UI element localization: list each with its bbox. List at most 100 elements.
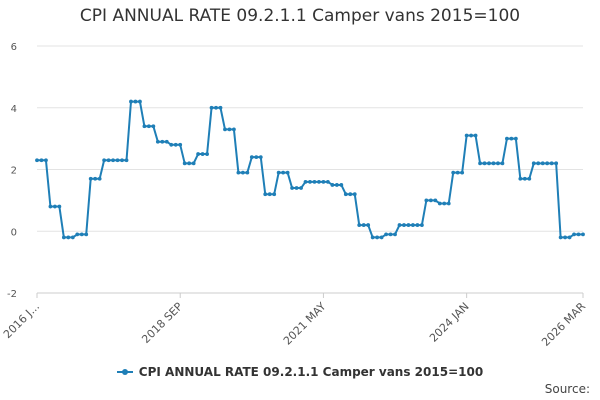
data-point[interactable] — [205, 152, 209, 156]
data-point[interactable] — [200, 152, 205, 156]
data-point[interactable] — [245, 170, 250, 175]
data-point[interactable] — [57, 204, 62, 209]
data-point[interactable] — [549, 161, 554, 166]
data-point[interactable] — [326, 179, 330, 184]
data-point[interactable] — [120, 158, 124, 163]
data-point[interactable] — [473, 133, 478, 138]
data-point[interactable] — [491, 161, 496, 166]
data-point[interactable] — [545, 161, 550, 166]
data-point[interactable] — [39, 158, 44, 163]
data-point[interactable] — [303, 179, 308, 184]
data-point[interactable] — [254, 155, 259, 160]
data-point[interactable] — [218, 105, 223, 110]
data-point[interactable] — [558, 235, 563, 240]
data-point[interactable] — [366, 223, 371, 227]
data-point[interactable] — [419, 223, 424, 227]
data-point[interactable] — [299, 186, 303, 190]
data-point[interactable] — [442, 201, 447, 206]
data-point[interactable] — [415, 223, 420, 227]
data-point[interactable] — [209, 105, 214, 110]
data-point[interactable] — [129, 99, 133, 104]
data-point[interactable] — [308, 179, 312, 184]
data-point[interactable] — [576, 232, 581, 237]
data-point[interactable] — [460, 170, 465, 175]
data-point[interactable] — [361, 223, 366, 227]
data-point[interactable] — [102, 158, 107, 163]
data-point[interactable] — [348, 192, 353, 197]
data-point[interactable] — [334, 183, 339, 187]
data-point[interactable] — [451, 170, 456, 175]
data-point[interactable] — [276, 170, 281, 175]
data-point[interactable] — [478, 161, 482, 166]
data-point[interactable] — [572, 232, 576, 237]
data-point[interactable] — [66, 235, 71, 240]
data-point[interactable] — [173, 142, 178, 147]
data-point[interactable] — [513, 136, 518, 141]
data-point[interactable] — [93, 176, 98, 181]
data-point[interactable] — [540, 161, 545, 166]
data-point[interactable] — [75, 232, 80, 237]
data-point[interactable] — [70, 235, 75, 240]
data-point[interactable] — [357, 223, 362, 227]
data-point[interactable] — [393, 232, 397, 237]
data-point[interactable] — [402, 223, 406, 227]
data-point[interactable] — [411, 223, 415, 227]
data-point[interactable] — [272, 192, 277, 197]
data-point[interactable] — [164, 139, 169, 144]
data-point[interactable] — [437, 201, 442, 206]
data-point[interactable] — [44, 158, 48, 163]
data-point[interactable] — [48, 204, 53, 209]
data-point[interactable] — [146, 124, 151, 129]
data-point[interactable] — [406, 223, 411, 227]
data-point[interactable] — [236, 170, 241, 175]
legend[interactable]: CPI ANNUAL RATE 09.2.1.1 Camper vans 201… — [0, 365, 600, 379]
data-point[interactable] — [160, 139, 165, 144]
data-point[interactable] — [339, 183, 344, 187]
data-point[interactable] — [464, 133, 469, 138]
data-point[interactable] — [187, 161, 192, 166]
data-point[interactable] — [267, 192, 272, 197]
data-point[interactable] — [581, 232, 585, 237]
data-point[interactable] — [433, 198, 438, 203]
data-point[interactable] — [84, 232, 89, 237]
data-point[interactable] — [330, 183, 335, 187]
data-point[interactable] — [53, 204, 57, 209]
data-point[interactable] — [487, 161, 491, 166]
data-point[interactable] — [567, 235, 572, 240]
data-point[interactable] — [428, 198, 433, 203]
data-point[interactable] — [370, 235, 375, 240]
data-point[interactable] — [505, 136, 509, 141]
data-point[interactable] — [263, 192, 268, 197]
data-point[interactable] — [227, 127, 232, 132]
data-point[interactable] — [111, 158, 115, 163]
data-point[interactable] — [424, 198, 429, 203]
data-point[interactable] — [469, 133, 474, 138]
data-point[interactable] — [169, 142, 174, 147]
data-point[interactable] — [446, 201, 451, 206]
data-point[interactable] — [138, 99, 142, 104]
data-point[interactable] — [285, 170, 290, 175]
data-point[interactable] — [536, 161, 541, 166]
data-point[interactable] — [88, 176, 93, 181]
data-point[interactable] — [554, 161, 559, 166]
data-point[interactable] — [531, 161, 536, 166]
data-point[interactable] — [61, 235, 66, 240]
data-point[interactable] — [496, 161, 500, 166]
data-point[interactable] — [249, 155, 254, 160]
data-point[interactable] — [240, 170, 245, 175]
data-point[interactable] — [133, 99, 138, 104]
data-point[interactable] — [294, 186, 299, 190]
data-point[interactable] — [518, 176, 523, 181]
data-point[interactable] — [388, 232, 393, 237]
data-point[interactable] — [151, 124, 156, 129]
data-point[interactable] — [500, 161, 505, 166]
data-point[interactable] — [375, 235, 380, 240]
data-point[interactable] — [124, 158, 129, 163]
data-point[interactable] — [106, 158, 111, 163]
data-point[interactable] — [258, 155, 263, 160]
data-point[interactable] — [35, 158, 39, 163]
data-point[interactable] — [178, 142, 183, 147]
data-point[interactable] — [527, 176, 532, 181]
data-point[interactable] — [312, 179, 317, 184]
data-point[interactable] — [352, 192, 357, 197]
